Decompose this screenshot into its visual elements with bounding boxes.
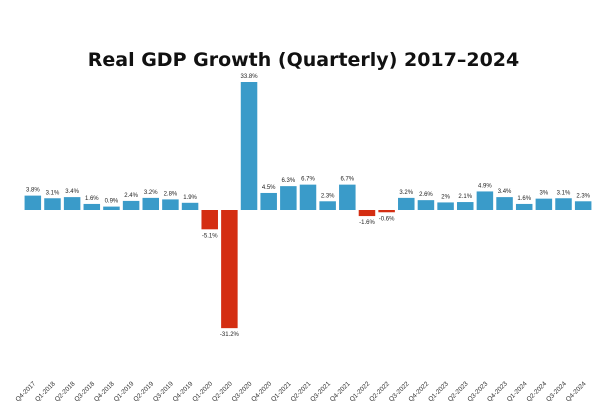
- x-tick-label: Q1-2019: [113, 380, 136, 403]
- x-tick-label: Q3-2018: [73, 380, 96, 403]
- x-tick-label: Q1-2023: [427, 380, 450, 403]
- data-label: 4.9%: [478, 183, 492, 189]
- bar-q4-2024: [574, 201, 592, 210]
- data-label: -1.6%: [359, 220, 375, 226]
- x-tick-label: Q2-2024: [525, 380, 548, 403]
- bar-q2-2021: [299, 184, 317, 210]
- x-tick-label: Q3-2024: [545, 380, 568, 403]
- x-tick-label: Q4-2024: [565, 380, 588, 403]
- bar-q4-2020: [260, 192, 277, 210]
- x-tick-label: Q4-2023: [486, 380, 509, 403]
- data-label: -5.1%: [202, 233, 218, 239]
- x-tick-label: Q1-2018: [34, 380, 57, 403]
- bar-q1-2018: [44, 198, 61, 210]
- data-label: 6.3%: [281, 178, 295, 184]
- x-tick-label: Q3-2020: [231, 380, 254, 403]
- x-tick-label: Q3-2022: [388, 380, 411, 403]
- bar-q3-2022: [398, 197, 415, 210]
- bar-q3-2018: [83, 203, 101, 210]
- data-label: -31.2%: [220, 332, 240, 338]
- chart-title: Real GDP Growth (Quarterly) 2017–2024: [88, 49, 520, 71]
- data-label: 0.9%: [105, 199, 119, 205]
- bar-q1-2019: [122, 200, 140, 210]
- x-tick-label: Q3-2019: [152, 380, 175, 403]
- x-tick-label: Q2-2018: [54, 380, 77, 403]
- bar-q1-2021: [280, 186, 297, 210]
- x-tick-label: Q4-2021: [329, 380, 352, 403]
- x-tick-label: Q2-2020: [211, 380, 234, 403]
- bar-q4-2023: [496, 197, 513, 210]
- bar-q3-2023: [476, 191, 494, 210]
- bar-q2-2019: [142, 197, 160, 210]
- data-label: 6.7%: [301, 177, 315, 183]
- data-label: 2.8%: [164, 191, 178, 197]
- data-label: 3.4%: [65, 189, 79, 195]
- data-label: 2%: [441, 194, 450, 200]
- data-label: 3.1%: [557, 190, 571, 196]
- data-label: 2.3%: [576, 193, 590, 199]
- x-tick-label: Q3-2021: [309, 380, 332, 403]
- x-tick-label: Q1-2022: [349, 380, 372, 403]
- x-tick-label: Q4-2022: [408, 380, 431, 403]
- bar-q3-2024: [555, 198, 572, 210]
- bar-q4-2017: [24, 195, 42, 210]
- data-label: 6.7%: [340, 177, 354, 183]
- bar-q1-2020: [201, 210, 218, 230]
- bar-q1-2022: [358, 210, 376, 217]
- data-label: 4.5%: [262, 185, 276, 191]
- data-label: 3.8%: [26, 188, 40, 194]
- x-tick-label: Q2-2022: [368, 380, 391, 403]
- bar-q2-2018: [63, 197, 81, 210]
- data-label: 3.2%: [144, 190, 158, 196]
- bar-q2-2020: [221, 210, 238, 329]
- bar-q4-2021: [339, 184, 356, 210]
- data-label: 3%: [540, 191, 549, 197]
- data-label: 33.8%: [241, 74, 259, 80]
- data-label: 2.6%: [419, 192, 433, 198]
- bar-q2-2023: [456, 202, 474, 210]
- bars-group: [24, 82, 592, 329]
- data-label: 2.4%: [124, 193, 138, 199]
- bar-q2-2024: [535, 198, 553, 210]
- x-tick-label: Q2-2023: [447, 380, 470, 403]
- bar-q4-2022: [417, 200, 435, 210]
- x-axis-tick-labels: Q4-2017Q1-2018Q2-2018Q3-2018Q4-2018Q1-20…: [14, 380, 587, 403]
- data-label: 1.9%: [183, 195, 197, 201]
- bar-q4-2019: [181, 202, 199, 210]
- x-tick-label: Q1-2020: [191, 380, 214, 403]
- x-tick-label: Q1-2024: [506, 380, 529, 403]
- data-label: 3.1%: [46, 190, 60, 196]
- data-label: 3.4%: [498, 189, 512, 195]
- data-label: 3.2%: [399, 190, 413, 196]
- x-tick-label: Q1-2021: [270, 380, 293, 403]
- x-tick-label: Q3-2023: [466, 380, 489, 403]
- x-tick-label: Q2-2019: [132, 380, 155, 403]
- bar-q3-2019: [162, 199, 179, 210]
- data-label: 2.3%: [321, 193, 335, 199]
- bar-q3-2021: [319, 201, 336, 210]
- x-tick-label: Q4-2019: [172, 380, 195, 403]
- data-label: -0.6%: [379, 216, 395, 222]
- bar-q4-2018: [103, 206, 120, 210]
- bar-q2-2022: [378, 210, 395, 213]
- x-tick-label: Q4-2018: [93, 380, 116, 403]
- x-tick-label: Q2-2021: [290, 380, 313, 403]
- data-labels-group: 3.8% 3.1% 3.4% 1.6% 0.9% 2.4% 3.2% 2.8% 1.9% -5.1…: [26, 74, 591, 338]
- bar-q3-2020: [240, 82, 258, 210]
- data-label: 1.6%: [85, 196, 99, 202]
- x-tick-label: Q4-2017: [14, 380, 37, 403]
- x-tick-label: Q4-2020: [250, 380, 273, 403]
- bar-q1-2024: [515, 203, 533, 210]
- bar-q1-2023: [437, 202, 454, 210]
- data-label: 1.6%: [517, 196, 531, 202]
- data-label: 2.1%: [458, 194, 472, 200]
